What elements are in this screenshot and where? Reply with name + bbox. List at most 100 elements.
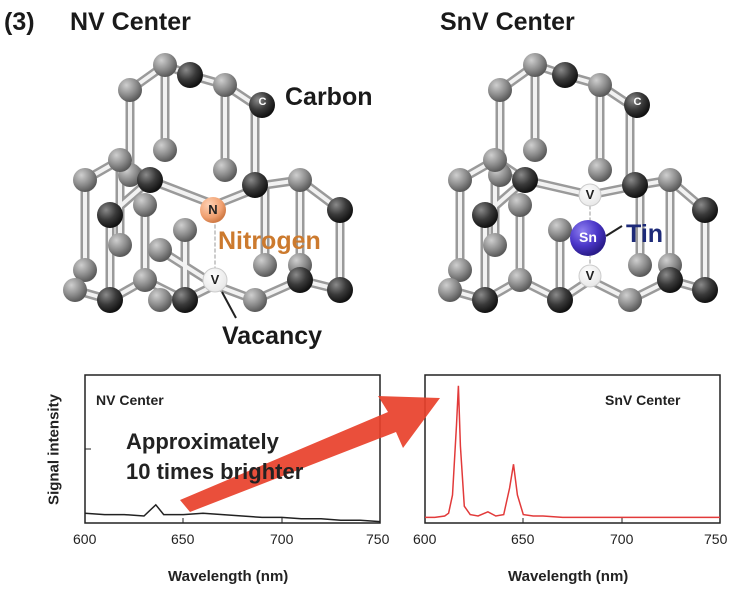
snv-spectrum-line xyxy=(425,385,720,519)
carbon-atom xyxy=(588,73,612,97)
atom-v-left: V xyxy=(210,272,220,287)
atom-n: N xyxy=(208,202,218,217)
nv-spectrum-line xyxy=(84,503,381,523)
lattice-atoms xyxy=(63,53,353,319)
atom-v-lower: V xyxy=(585,268,595,283)
carbon-atom xyxy=(472,202,498,228)
brightness-arrow xyxy=(180,396,440,512)
annotation-line1: Approximately xyxy=(126,429,279,454)
atom-c-right: C xyxy=(633,96,642,108)
nitrogen-label: Nitrogen xyxy=(218,227,321,255)
carbon-atom xyxy=(243,288,267,312)
snv-title: SnV Center xyxy=(440,8,575,36)
carbon-atom xyxy=(472,287,498,313)
tin-label: Tin xyxy=(626,220,664,248)
atom-sn: Sn xyxy=(579,229,597,245)
carbon-atom xyxy=(97,202,123,228)
annotation-line2: 10 times brighter xyxy=(126,459,304,484)
carbon-atom xyxy=(692,277,718,303)
vacancy-label: Vacancy xyxy=(222,322,323,350)
snv-tick-650: 650 xyxy=(511,531,535,547)
carbon-atom xyxy=(618,288,642,312)
snv-tick-750: 750 xyxy=(704,531,728,547)
carbon-atom xyxy=(508,193,532,217)
carbon-atom xyxy=(657,267,683,293)
carbon-atom xyxy=(133,268,157,292)
carbon-atom xyxy=(118,78,142,102)
y-axis-label: Signal intensity xyxy=(45,394,63,505)
nv-plot-title: NV Center xyxy=(96,392,164,408)
carbon-atom xyxy=(483,233,507,257)
nv-lattice xyxy=(63,53,353,319)
carbon-atom xyxy=(173,218,197,242)
carbon-atom xyxy=(547,287,573,313)
carbon-atom xyxy=(133,193,157,217)
carbon-atom xyxy=(327,197,353,223)
carbon-atom xyxy=(73,258,97,282)
carbon-atom xyxy=(137,167,163,193)
snv-x-axis-label: Wavelength (nm) xyxy=(508,568,629,585)
atom-c-left: C xyxy=(258,96,267,108)
carbon-atom xyxy=(172,287,198,313)
snv-ticks xyxy=(522,518,623,523)
carbon-atom xyxy=(153,53,177,77)
carbon-atom xyxy=(242,172,268,198)
carbon-atom xyxy=(448,258,472,282)
carbon-atom xyxy=(628,253,652,277)
nitrogen-atom xyxy=(200,197,226,223)
nv-tick-700: 700 xyxy=(270,531,294,547)
carbon-atom xyxy=(213,158,237,182)
carbon-atom-labeled xyxy=(249,92,275,118)
carbon-atom xyxy=(327,277,353,303)
snv-lattice xyxy=(438,53,718,313)
carbon-atom xyxy=(552,62,578,88)
carbon-atom xyxy=(692,197,718,223)
carbon-atom xyxy=(287,267,313,293)
carbon-atom xyxy=(148,288,172,312)
carbon-atom xyxy=(153,138,177,162)
nv-tick-650: 650 xyxy=(171,531,195,547)
carbon-atom xyxy=(97,287,123,313)
carbon-atom xyxy=(253,253,277,277)
atom-v-upper: V xyxy=(585,187,595,202)
nv-tick-750: 750 xyxy=(366,531,390,547)
vacancy-pointer xyxy=(221,291,237,319)
carbon-atom xyxy=(508,268,532,292)
carbon-atom xyxy=(448,168,472,192)
carbon-atom xyxy=(148,238,172,262)
carbon-atom-labeled xyxy=(624,92,650,118)
panel-number: (3) xyxy=(4,8,35,36)
carbon-atom xyxy=(488,78,512,102)
carbon-label: Carbon xyxy=(285,83,373,111)
lattice-atoms xyxy=(438,53,718,313)
carbon-atom xyxy=(523,138,547,162)
carbon-atom xyxy=(622,172,648,198)
carbon-atom xyxy=(108,233,132,257)
carbon-atom xyxy=(548,218,572,242)
tin-atom xyxy=(570,220,606,256)
vacancy-site-lower xyxy=(578,264,602,288)
carbon-atom xyxy=(588,158,612,182)
carbon-atom xyxy=(63,278,87,302)
vacancy-site-upper xyxy=(578,183,602,207)
carbon-atom xyxy=(288,168,312,192)
carbon-atom xyxy=(523,53,547,77)
carbon-atom xyxy=(108,148,132,172)
nv-ticks xyxy=(85,448,283,523)
carbon-atom xyxy=(512,167,538,193)
nv-x-axis-label: Wavelength (nm) xyxy=(168,568,289,585)
vacancy-site xyxy=(202,267,228,293)
nv-tick-600: 600 xyxy=(73,531,97,547)
carbon-atom xyxy=(73,168,97,192)
snv-tick-600: 600 xyxy=(413,531,437,547)
tin-pointer xyxy=(605,225,623,237)
nv-title: NV Center xyxy=(70,8,191,36)
snv-plot-title: SnV Center xyxy=(605,392,681,408)
carbon-atom xyxy=(658,168,682,192)
carbon-atom xyxy=(177,62,203,88)
carbon-atom xyxy=(483,148,507,172)
snv-plot-frame xyxy=(424,374,721,524)
snv-tick-700: 700 xyxy=(610,531,634,547)
carbon-atom xyxy=(213,73,237,97)
